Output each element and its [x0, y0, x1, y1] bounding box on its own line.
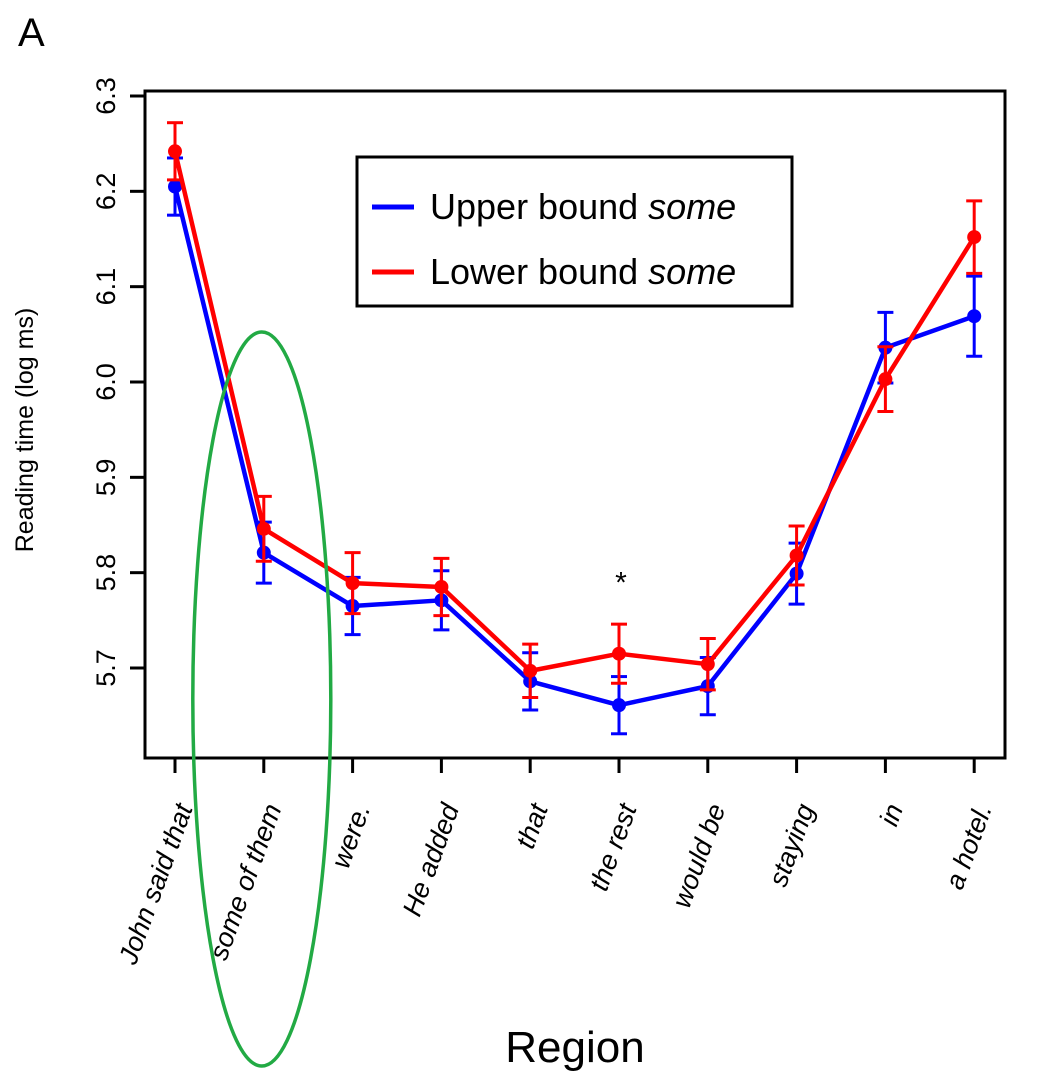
annotation-layer: *	[615, 567, 627, 600]
x-category-label: some of them	[203, 800, 287, 964]
series-lower-bound	[167, 121, 983, 700]
data-point	[168, 144, 182, 159]
legend-box	[355, 155, 794, 308]
y-tick-label: 6.3	[91, 77, 121, 115]
data-point	[523, 663, 538, 678]
data-point	[256, 521, 271, 536]
y-axis-title: Reading time (log ms)	[11, 308, 39, 553]
y-tick-label: 5.7	[91, 649, 121, 687]
series-layer	[167, 121, 983, 736]
data-point	[967, 230, 982, 245]
highlight-ellipse	[191, 330, 333, 1068]
x-axis-title: Region	[505, 1023, 644, 1072]
data-point	[612, 698, 626, 713]
data-point	[789, 548, 804, 563]
y-tick-label: 5.8	[91, 554, 121, 592]
x-category-label: staying	[763, 800, 820, 891]
series-line	[172, 186, 975, 708]
plot-frame	[143, 89, 1007, 760]
x-category-label: that	[510, 798, 554, 852]
data-point	[612, 646, 626, 661]
y-tick-label: 6.2	[91, 173, 121, 211]
x-category-label: were.	[325, 800, 376, 872]
x-category-label: the rest	[584, 798, 644, 894]
y-tick-label: 6.1	[91, 268, 121, 306]
x-category-label: He added	[397, 799, 466, 920]
legend-label: Upper bound some	[430, 186, 736, 227]
data-point	[434, 579, 449, 594]
legend: Upper bound some Lower bound some	[355, 155, 794, 308]
y-tick-label: 5.9	[91, 459, 121, 497]
panel-label: A	[18, 11, 45, 55]
series-line	[172, 150, 977, 674]
data-point	[345, 576, 360, 591]
data-point	[168, 179, 182, 194]
x-category-label: a hotel.	[939, 800, 997, 893]
y-tick-label: 6.0	[91, 363, 121, 401]
highlight-layer	[191, 330, 333, 1068]
data-point	[700, 657, 715, 672]
data-point	[878, 372, 893, 387]
x-category-label: John said that	[113, 798, 200, 969]
x-category-label: would be	[666, 800, 731, 912]
legend-label: Lower bound some	[430, 251, 736, 292]
x-axis: John said that some of them were. He added t…	[113, 758, 998, 969]
data-point	[967, 309, 982, 324]
y-axis: 5.7 5.8 5.9 6.0 6.1 6.2 6.3	[91, 77, 145, 687]
significance-star: *	[615, 567, 627, 600]
x-category-label: in	[874, 800, 909, 830]
